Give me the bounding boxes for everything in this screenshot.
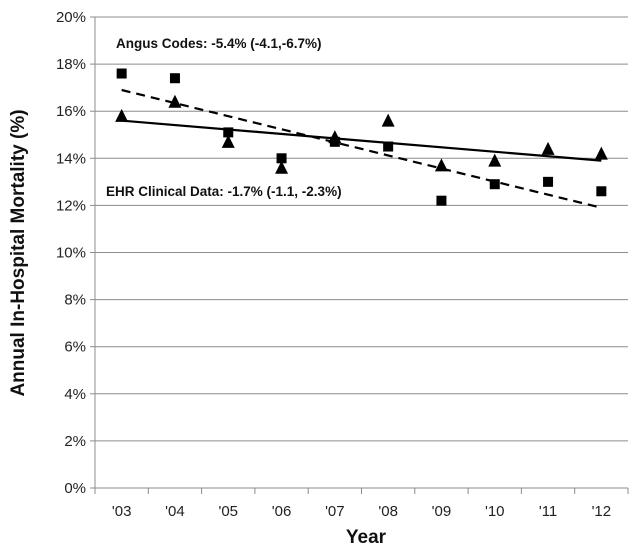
triangle-trendline [121, 119, 602, 162]
x-tick-label: '09 [432, 503, 452, 520]
y-tick-label: 14% [56, 150, 86, 167]
annotation-ehr-clinical-data: EHR Clinical Data: -1.7% (-1.1, -2.3%) [106, 184, 342, 199]
square-marker [596, 186, 607, 197]
square-marker [489, 179, 500, 190]
trendlines [121, 88, 602, 209]
square-marker [116, 68, 127, 79]
square-marker [223, 127, 234, 138]
y-tick-label: 4% [64, 386, 86, 403]
x-tick-label: '05 [218, 503, 238, 520]
y-tick-label: 6% [64, 339, 86, 356]
y-tick-label: 16% [56, 103, 86, 120]
gridlines [95, 16, 628, 442]
triangle-marker [488, 153, 502, 167]
x-tick-label: '06 [272, 503, 292, 520]
annotation-angus-codes: Angus Codes: -5.4% (-4.1,-6.7%) [116, 36, 322, 51]
x-axis-title: Year [346, 527, 387, 548]
y-tick-label: 20% [56, 9, 86, 26]
y-tick-label: 12% [56, 197, 86, 214]
triangle-marker [594, 146, 608, 160]
square-marker [276, 153, 287, 164]
axes [90, 16, 629, 494]
triangle-marker [381, 113, 395, 127]
x-tick-label: '10 [485, 503, 505, 520]
y-tick-label: 18% [56, 56, 86, 73]
square-marker [436, 195, 447, 206]
triangle-marker [328, 130, 342, 144]
x-tick-label: '07 [325, 503, 345, 520]
triangle-marker [221, 134, 235, 148]
y-tick-label: 8% [64, 292, 86, 309]
square-trendline [121, 88, 602, 209]
triangle-marker [541, 141, 555, 155]
triangle-marker [115, 108, 129, 122]
y-tick-labels: 0% 2% 4% 6% 8% 10% 12% 14% 16% 18% 20% [56, 9, 86, 497]
data-markers [115, 68, 608, 206]
y-axis-title: Annual In-Hospital Mortality (%) [8, 109, 29, 396]
triangle-marker [434, 158, 448, 172]
square-marker [543, 176, 554, 187]
square-marker [383, 141, 394, 152]
triangle-marker [275, 160, 289, 174]
y-tick-label: 2% [64, 433, 86, 450]
x-tick-label: '12 [592, 503, 612, 520]
y-tick-label: 0% [64, 480, 86, 497]
x-tick-labels: '03 '04 '05 '06 '07 '08 '09 '10 '11 '12 [112, 503, 611, 520]
y-tick-label: 10% [56, 245, 86, 262]
triangle-marker [168, 94, 182, 108]
x-tick-label: '08 [378, 503, 398, 520]
x-tick-label: '04 [165, 503, 185, 520]
x-tick-label: '03 [112, 503, 132, 520]
square-marker [169, 73, 180, 84]
x-tick-label: '11 [539, 503, 557, 520]
